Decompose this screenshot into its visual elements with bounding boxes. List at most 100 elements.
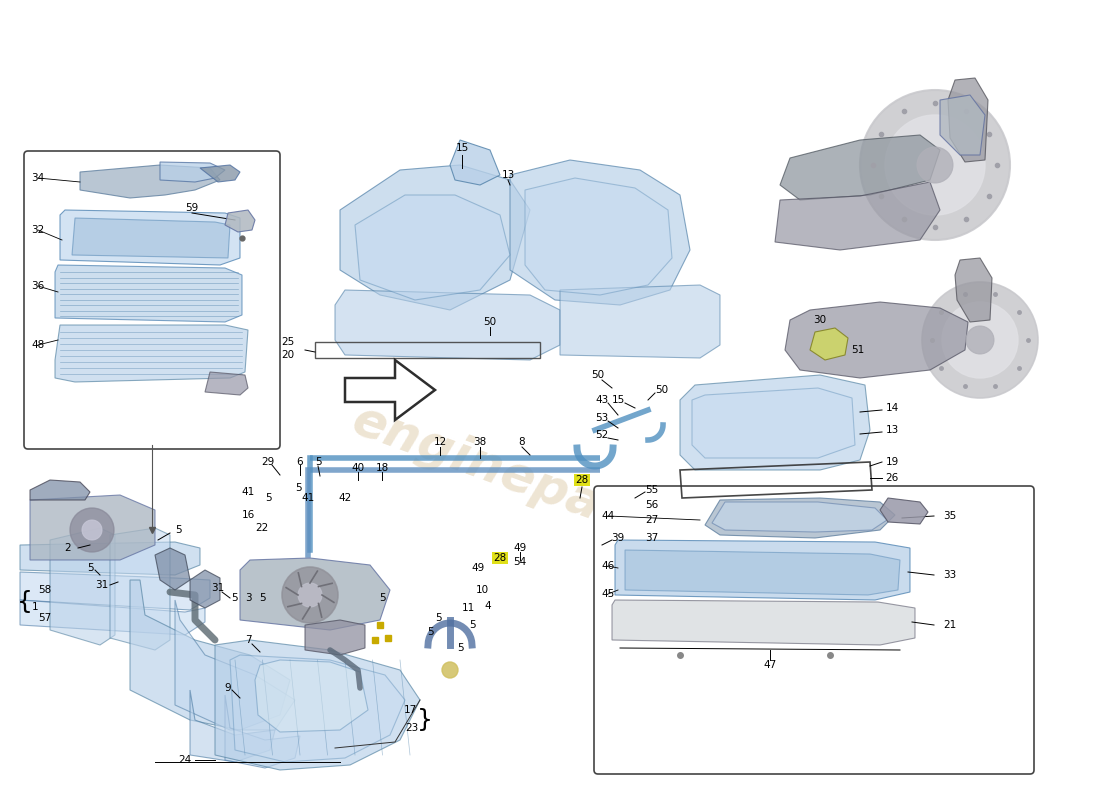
Polygon shape: [880, 498, 928, 524]
Polygon shape: [345, 360, 434, 420]
Polygon shape: [20, 600, 205, 635]
Circle shape: [922, 282, 1038, 398]
Text: 31: 31: [211, 583, 224, 593]
Text: 25: 25: [282, 337, 295, 347]
Text: 47: 47: [763, 660, 777, 670]
Text: engineparts.cc: engineparts.cc: [345, 396, 755, 584]
Text: 13: 13: [886, 425, 899, 435]
Text: 58: 58: [39, 585, 52, 595]
Polygon shape: [205, 372, 248, 395]
Text: 45: 45: [602, 589, 615, 599]
Polygon shape: [214, 640, 420, 770]
Polygon shape: [712, 502, 887, 532]
Text: 13: 13: [502, 170, 515, 180]
Polygon shape: [615, 540, 910, 600]
Text: 28: 28: [494, 553, 507, 563]
Polygon shape: [336, 290, 560, 360]
Text: 5: 5: [434, 613, 441, 623]
Polygon shape: [72, 218, 230, 258]
Text: 28: 28: [575, 475, 589, 485]
Text: 40: 40: [351, 463, 364, 473]
Text: 15: 15: [455, 143, 469, 153]
Circle shape: [298, 583, 322, 607]
Text: 16: 16: [241, 510, 254, 520]
Polygon shape: [680, 375, 870, 470]
Text: 1: 1: [32, 602, 39, 612]
Text: 17: 17: [404, 705, 417, 715]
Text: 46: 46: [602, 561, 615, 571]
Polygon shape: [110, 528, 170, 650]
Polygon shape: [190, 690, 275, 762]
Polygon shape: [940, 95, 984, 155]
Text: 5: 5: [87, 563, 94, 573]
Polygon shape: [155, 548, 190, 590]
Polygon shape: [20, 572, 210, 610]
Text: 48: 48: [32, 340, 45, 350]
Polygon shape: [810, 328, 848, 360]
Text: 18: 18: [375, 463, 388, 473]
Polygon shape: [255, 660, 368, 732]
Text: 57: 57: [39, 613, 52, 623]
Circle shape: [860, 90, 1010, 240]
Text: 6: 6: [297, 457, 304, 467]
Polygon shape: [60, 210, 240, 265]
Circle shape: [70, 508, 114, 552]
Text: 5: 5: [456, 643, 463, 653]
Text: 29: 29: [262, 457, 275, 467]
Polygon shape: [80, 165, 220, 198]
Text: 32: 32: [32, 225, 45, 235]
Text: 35: 35: [944, 511, 957, 521]
Text: 27: 27: [646, 515, 659, 525]
Polygon shape: [612, 600, 915, 645]
Polygon shape: [130, 580, 290, 730]
Text: 19: 19: [886, 457, 899, 467]
Polygon shape: [190, 570, 220, 608]
Polygon shape: [780, 135, 940, 200]
Text: 56: 56: [646, 500, 659, 510]
Text: 8: 8: [519, 437, 526, 447]
Text: 22: 22: [255, 523, 268, 533]
Text: 30: 30: [813, 315, 826, 325]
Polygon shape: [30, 480, 90, 500]
Text: 59: 59: [186, 203, 199, 213]
Text: 11: 11: [461, 603, 474, 613]
Text: 33: 33: [944, 570, 957, 580]
Polygon shape: [55, 325, 248, 382]
Text: 5: 5: [427, 627, 433, 637]
Polygon shape: [355, 195, 510, 300]
Circle shape: [442, 662, 458, 678]
Polygon shape: [340, 165, 530, 310]
Text: 4: 4: [485, 601, 492, 611]
Polygon shape: [305, 620, 365, 655]
Text: 54: 54: [514, 557, 527, 567]
Polygon shape: [226, 210, 255, 232]
Text: 41: 41: [241, 487, 254, 497]
Text: 5: 5: [258, 593, 265, 603]
Text: 44: 44: [602, 511, 615, 521]
Text: 49: 49: [472, 563, 485, 573]
Circle shape: [942, 302, 1018, 378]
Circle shape: [917, 147, 953, 183]
Text: 50: 50: [483, 317, 496, 327]
Text: 5: 5: [295, 483, 301, 493]
Polygon shape: [20, 542, 200, 575]
Text: 21: 21: [944, 620, 957, 630]
Polygon shape: [230, 655, 405, 762]
Text: 5: 5: [232, 593, 239, 603]
Polygon shape: [200, 165, 240, 182]
Text: 12: 12: [433, 437, 447, 447]
Text: 31: 31: [96, 580, 109, 590]
Text: 3: 3: [244, 593, 251, 603]
Text: 36: 36: [32, 281, 45, 291]
Text: 15: 15: [612, 395, 625, 405]
Text: 5: 5: [378, 593, 385, 603]
Polygon shape: [226, 695, 300, 768]
Text: 9: 9: [224, 683, 231, 693]
Text: 20: 20: [282, 350, 295, 360]
Circle shape: [82, 520, 102, 540]
Text: 5: 5: [469, 620, 475, 630]
Polygon shape: [776, 182, 940, 250]
Polygon shape: [50, 528, 116, 645]
Text: 5: 5: [265, 493, 272, 503]
Polygon shape: [625, 550, 900, 595]
